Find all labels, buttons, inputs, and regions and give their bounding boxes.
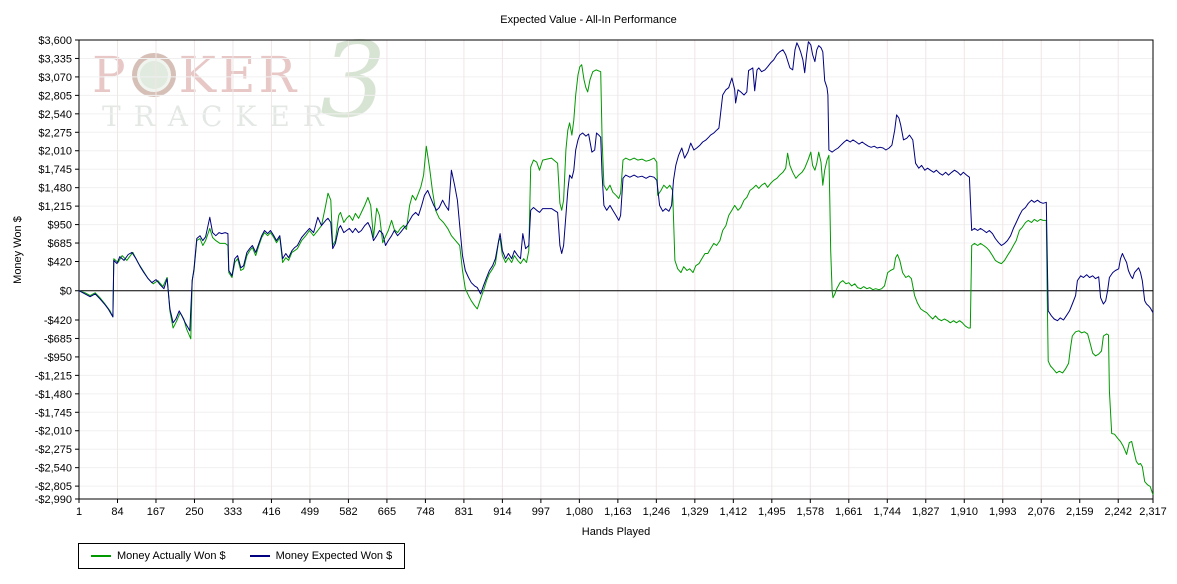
watermark-digit-3: 3 [320,19,390,141]
y-tick-label: -$1,745 [35,407,72,419]
x-tick-label: 1,993 [989,506,1017,518]
x-tick-label: 1,744 [874,506,902,518]
x-tick-label: 416 [262,506,280,518]
x-tick-label: 1,910 [950,506,978,518]
legend-item-expected: Money Expected Won $ [249,550,393,562]
legend-label-actual: Money Actually Won $ [117,550,226,562]
y-tick-label: $2,275 [38,127,72,139]
x-tick-label: 2,159 [1066,506,1094,518]
x-tick-label: 1,495 [758,506,786,518]
y-tick-label: -$950 [44,352,72,364]
legend-item-actual: Money Actually Won $ [91,550,226,562]
y-tick-label: -$1,480 [35,389,72,401]
y-tick-label: $3,600 [38,35,72,47]
x-tick-label: 831 [455,506,473,518]
x-tick-label: 1,661 [835,506,863,518]
x-tick-label: 167 [147,506,165,518]
series-money-actually-won [78,64,1154,495]
y-tick-label: $3,070 [38,72,72,84]
y-tick-label: -$420 [44,315,72,327]
x-tick-label: 1,412 [720,506,748,518]
plot-border [78,39,1154,500]
x-tick-label: 1,578 [797,506,825,518]
x-tick-label: 1 [76,506,82,518]
x-tick-label: 1,827 [912,506,940,518]
y-tick-label: $2,805 [38,90,72,102]
legend-label-expected: Money Expected Won $ [275,550,393,562]
series-money-expected-won [78,41,1154,332]
y-tick-label: $420 [48,256,72,268]
y-tick-label: $950 [48,220,72,232]
y-axis-title: Money Won $ [12,216,24,284]
y-tick-label: $1,480 [38,183,72,195]
x-tick-label: 665 [378,506,396,518]
x-tick-label: 2,317 [1139,506,1167,518]
y-tick-label: -$2,990 [35,494,72,506]
y-tick-label: $0 [60,286,72,298]
x-tick-label: 1,329 [681,506,709,518]
legend-line-actual-icon [91,555,111,557]
x-tick-label: 2,242 [1104,506,1132,518]
y-tick-label: $3,335 [38,53,72,65]
y-tick-label: $685 [48,238,72,250]
x-tick-label: 997 [532,506,550,518]
x-tick-label: 499 [301,506,319,518]
y-tick-label: $2,010 [38,146,72,158]
x-tick-label: 1,080 [566,506,594,518]
x-tick-label: 582 [339,506,357,518]
x-tick-label: 84 [111,506,123,518]
watermark-word-tracker: TRACKER [102,100,337,133]
chart-title: Expected Value - All-In Performance [500,14,677,26]
y-tick-label: -$2,010 [35,426,72,438]
x-tick-label: 250 [185,506,203,518]
poker-chip-icon [131,53,176,97]
y-tick-label: -$2,275 [35,444,72,456]
legend: Money Actually Won $ Money Expected Won … [78,543,406,569]
x-tick-label: 1,163 [604,506,632,518]
x-axis-title: Hands Played [581,526,651,538]
y-tick-label: $1,745 [38,164,72,176]
y-tick-label: $1,215 [38,201,72,213]
y-tick-label: $2,540 [38,109,72,121]
y-tick-label: -$685 [44,333,72,345]
x-tick-label: 1,246 [643,506,671,518]
x-tick-label: 333 [224,506,242,518]
y-tick-label: -$2,805 [35,481,72,493]
x-tick-label: 748 [416,506,434,518]
legend-line-expected-icon [249,555,270,557]
y-tick-label: -$1,215 [35,370,72,382]
x-tick-label: 2,076 [1027,506,1055,518]
x-tick-label: 914 [493,506,511,518]
y-tick-label: -$2,540 [35,463,72,475]
